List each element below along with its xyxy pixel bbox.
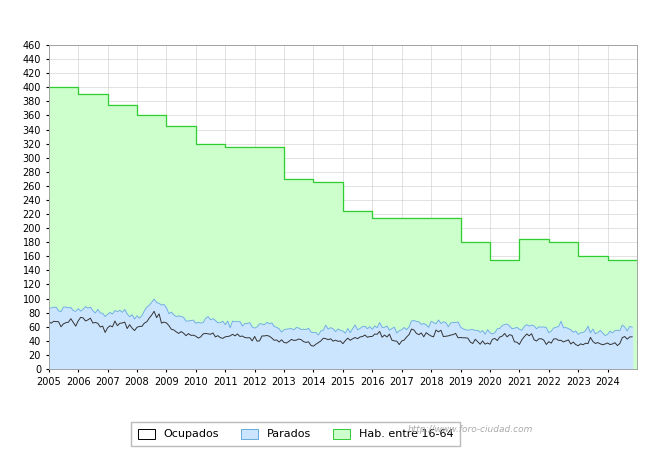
Legend: Ocupados, Parados, Hab. entre 16-64: Ocupados, Parados, Hab. entre 16-64 <box>131 422 460 446</box>
Text: http://www.foro-ciudad.com: http://www.foro-ciudad.com <box>408 425 533 434</box>
Text: Casares de las Hurdes - Evolucion de la poblacion en edad de Trabajar Noviembre : Casares de las Hurdes - Evolucion de la … <box>77 15 573 25</box>
